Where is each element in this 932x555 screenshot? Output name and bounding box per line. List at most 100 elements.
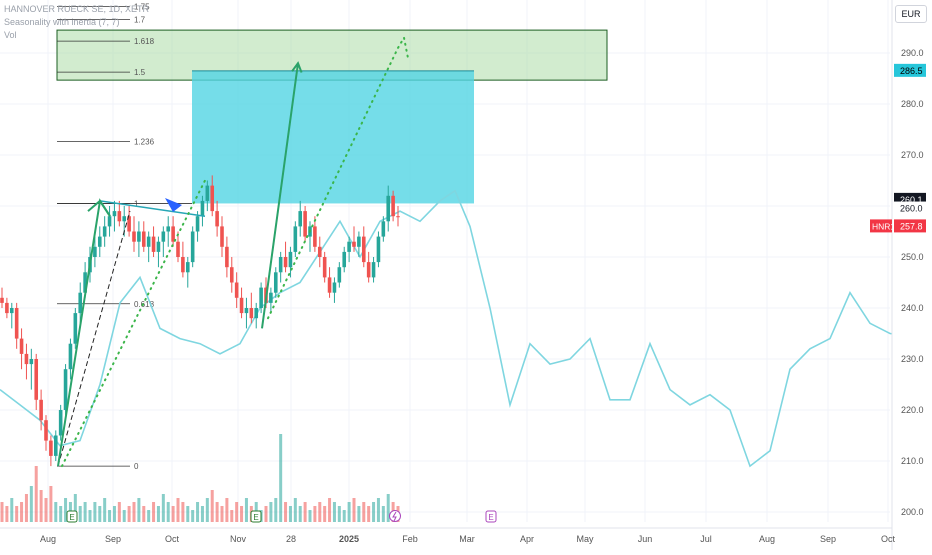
candle-body — [34, 359, 39, 400]
candle-body — [254, 308, 259, 319]
candle-body — [313, 226, 317, 247]
volume-bar — [376, 498, 380, 522]
dashed-projection — [57, 210, 131, 467]
candle-body — [73, 313, 78, 344]
volume-bar — [142, 506, 146, 522]
candle-body — [332, 282, 337, 293]
volume-bar — [342, 510, 346, 522]
earnings-marker-label: E — [488, 513, 493, 522]
dotted-projection-1 — [61, 179, 206, 468]
volume-bar — [156, 506, 160, 522]
candle-body — [225, 246, 229, 268]
fib-label-0: 0 — [134, 462, 139, 471]
volume-bar — [147, 510, 151, 522]
time-tick: Sep — [105, 534, 121, 544]
volume-bar — [108, 510, 112, 522]
volume-bar — [313, 506, 317, 522]
candle-body — [0, 297, 4, 303]
candle-body — [352, 241, 356, 247]
volume-bar — [244, 498, 248, 522]
volume-bar — [332, 502, 336, 522]
fib-label-1.618: 1.618 — [134, 37, 155, 46]
earnings-marker-label: E — [69, 513, 74, 522]
volume-bar — [64, 498, 68, 522]
price-tick: 280.0 — [901, 99, 924, 109]
legend-symbol[interactable]: HANNOVER RUECK SE, 1D, XETR — [4, 4, 150, 14]
price-label-prefix-bg — [870, 219, 892, 233]
candle-body — [244, 308, 249, 314]
volume-bar — [103, 498, 107, 522]
volume-bar — [323, 506, 327, 522]
volume-bar — [137, 498, 141, 522]
volume-bar — [44, 498, 48, 522]
volume-bar — [181, 502, 185, 522]
volume-bar — [132, 502, 136, 522]
time-tick: Feb — [402, 534, 418, 544]
legend-volume[interactable]: Vol — [4, 30, 17, 40]
volume-bar — [176, 498, 180, 522]
arrow-leg-1-head — [87, 199, 111, 217]
candle-body — [381, 221, 386, 237]
dotted-projection-2 — [267, 34, 409, 320]
volume-bar — [303, 502, 307, 522]
candle-body — [273, 272, 278, 293]
volume-bar — [264, 506, 268, 522]
fib-label-1: 1 — [134, 199, 139, 208]
price-label: 257.8 — [900, 221, 923, 231]
volume-bar — [5, 506, 9, 522]
price-tick: 200.0 — [901, 507, 924, 517]
candle-body — [239, 297, 244, 314]
candle-body — [293, 226, 298, 252]
candle-body — [53, 435, 58, 456]
volume-bar — [240, 506, 244, 522]
candle-body — [166, 226, 171, 232]
volume-bar — [200, 506, 204, 522]
volume-bar — [54, 502, 58, 522]
volume-bar — [20, 502, 24, 522]
candle-body — [210, 185, 215, 212]
candle-body — [49, 440, 53, 456]
price-label: 260.1 — [900, 195, 923, 205]
time-tick: May — [576, 534, 594, 544]
candle-body — [283, 257, 288, 268]
fib-label-1.5: 1.5 — [134, 68, 146, 77]
currency-button[interactable]: EUR — [895, 5, 927, 23]
candle-body — [5, 302, 9, 314]
volume-bar — [347, 502, 351, 522]
candle-body — [151, 236, 156, 252]
time-tick: 2025 — [339, 534, 359, 544]
candle-body — [288, 251, 293, 268]
price-tick: 290.0 — [901, 48, 924, 58]
candle-body — [39, 399, 43, 421]
price-label: 260.0 — [900, 204, 923, 214]
time-tick: Apr — [520, 534, 534, 544]
candle-body — [337, 267, 342, 283]
candle-body — [327, 277, 332, 293]
candle-body — [122, 216, 127, 222]
earnings-marker — [485, 510, 497, 523]
volume-bar — [274, 498, 278, 522]
candle-body — [102, 226, 107, 237]
candle-body — [161, 231, 166, 242]
volume-bar — [215, 502, 219, 522]
dividend-marker — [389, 510, 401, 522]
volume-bar — [308, 510, 312, 522]
candle-body — [234, 282, 239, 298]
volume-bar — [210, 490, 214, 522]
fib-label-0.618: 0.618 — [134, 300, 155, 309]
fib-label-1.7: 1.7 — [134, 16, 146, 25]
earnings-marker — [66, 510, 78, 523]
legend-indicator[interactable]: Seasonality with inertia (7, 7) — [4, 17, 120, 27]
candle-body — [366, 262, 371, 278]
time-tick: Aug — [759, 534, 775, 544]
candle-body — [371, 262, 376, 278]
price-label-bg — [894, 63, 926, 77]
volume-bar — [191, 510, 195, 522]
blue-marker-arrow — [165, 198, 182, 212]
candle-body — [298, 211, 303, 227]
volume-bar — [337, 506, 341, 522]
time-tick: Oct — [881, 534, 896, 544]
volume-bar — [15, 506, 19, 522]
